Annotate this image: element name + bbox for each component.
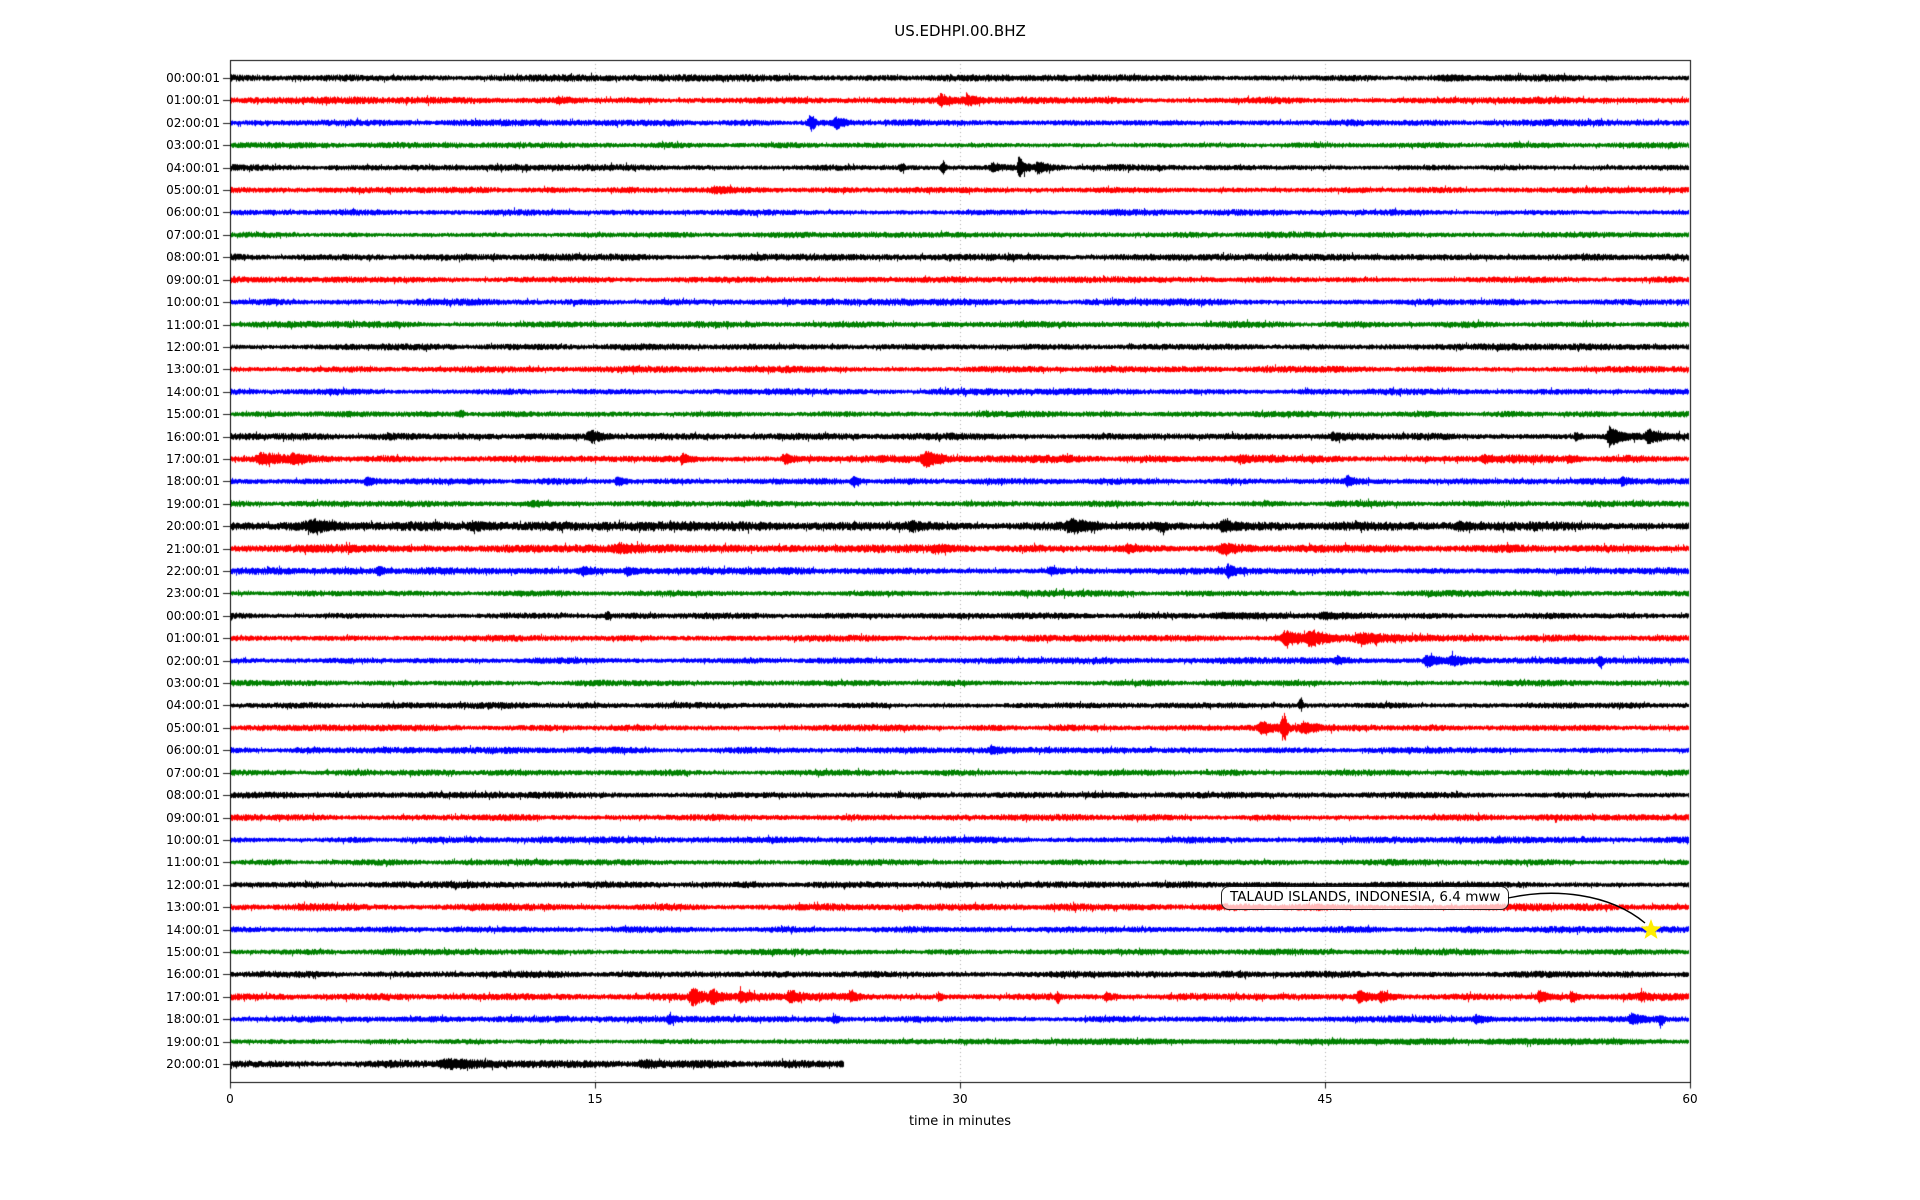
trace-row-label: 17:00:01 bbox=[166, 989, 220, 1004]
x-tick-label: 30 bbox=[952, 1092, 968, 1106]
trace-row-label: 11:00:01 bbox=[166, 317, 220, 332]
trace-row-label: 04:00:01 bbox=[166, 698, 220, 713]
trace-row-label: 06:00:01 bbox=[166, 205, 220, 220]
trace-row-label: 15:00:01 bbox=[166, 944, 220, 959]
trace-row-label: 12:00:01 bbox=[166, 339, 220, 354]
trace-row-label: 16:00:01 bbox=[166, 967, 220, 982]
trace-row-label: 00:00:01 bbox=[166, 71, 220, 85]
trace-row-label: 12:00:01 bbox=[166, 877, 220, 892]
trace-row-label: 13:00:01 bbox=[166, 362, 220, 377]
trace-row-label: 03:00:01 bbox=[166, 676, 220, 691]
trace-row-label: 15:00:01 bbox=[166, 407, 220, 422]
trace-row-label: 04:00:01 bbox=[166, 160, 220, 175]
trace-row-label: 06:00:01 bbox=[166, 743, 220, 758]
trace-row-label: 03:00:01 bbox=[166, 138, 220, 153]
trace-row-label: 10:00:01 bbox=[166, 832, 220, 847]
trace-row-label: 18:00:01 bbox=[166, 474, 220, 489]
trace-row-label: 05:00:01 bbox=[166, 183, 220, 198]
trace-row-label: 07:00:01 bbox=[166, 227, 220, 242]
trace-row-label: 05:00:01 bbox=[166, 720, 220, 735]
x-tick-label: 60 bbox=[1682, 1092, 1698, 1106]
trace-row-label: 10:00:01 bbox=[166, 295, 220, 310]
trace-row-label: 23:00:01 bbox=[166, 586, 220, 601]
trace-row-label: 00:00:01 bbox=[166, 608, 220, 623]
x-tick-label: 0 bbox=[226, 1092, 234, 1106]
trace-row-label: 11:00:01 bbox=[166, 855, 220, 870]
trace-row-label: 08:00:01 bbox=[166, 250, 220, 265]
trace-row-label: 01:00:01 bbox=[166, 93, 220, 108]
trace-row-label: 14:00:01 bbox=[166, 384, 220, 399]
trace-row-label: 16:00:01 bbox=[166, 429, 220, 444]
trace-row-label: 21:00:01 bbox=[166, 541, 220, 556]
trace-row-label: 13:00:01 bbox=[166, 900, 220, 915]
trace-row-label: 19:00:01 bbox=[166, 496, 220, 511]
x-tick-label: 15 bbox=[587, 1092, 603, 1106]
trace-row-label: 20:00:01 bbox=[166, 1057, 220, 1072]
x-axis-label: time in minutes bbox=[908, 1114, 1012, 1129]
trace-row-label: 09:00:01 bbox=[166, 810, 220, 825]
trace-row-label: 19:00:01 bbox=[166, 1034, 220, 1049]
trace-row-label: 22:00:01 bbox=[166, 564, 220, 579]
trace-row-label: 18:00:01 bbox=[166, 1012, 220, 1027]
x-tick-label: 45 bbox=[1317, 1092, 1333, 1106]
plot-title: US.EDHPI.00.BHZ bbox=[894, 22, 1026, 40]
trace-row-label: 17:00:01 bbox=[166, 451, 220, 466]
trace-row-label: 02:00:01 bbox=[166, 115, 220, 130]
trace-row-label: 02:00:01 bbox=[166, 653, 220, 668]
trace-row-label: 20:00:01 bbox=[166, 519, 220, 534]
trace-row-label: 09:00:01 bbox=[166, 272, 220, 287]
trace-row-label: 14:00:01 bbox=[166, 922, 220, 937]
trace-row-label: 08:00:01 bbox=[166, 788, 220, 803]
trace-row-label: 07:00:01 bbox=[166, 765, 220, 780]
event-annotation: TALAUD ISLANDS, INDONESIA, 6.4 mww bbox=[1221, 886, 1510, 910]
trace-row-label: 01:00:01 bbox=[166, 631, 220, 646]
